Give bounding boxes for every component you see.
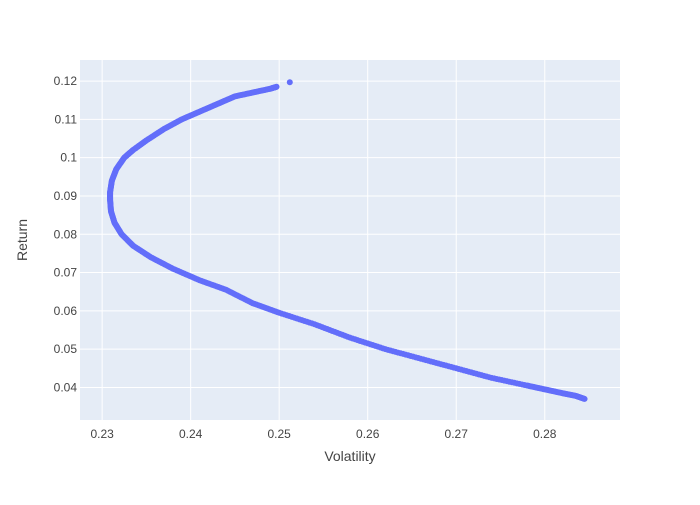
x-tick-label: 0.28 (533, 427, 557, 441)
y-tick-label: 0.04 (54, 380, 78, 394)
y-tick-label: 0.06 (54, 304, 78, 318)
y-axis-label: Return (14, 219, 30, 261)
x-tick-label: 0.24 (179, 427, 203, 441)
x-tick-label: 0.27 (445, 427, 469, 441)
y-tick-label: 0.07 (54, 266, 78, 280)
plot-background (80, 60, 620, 420)
data-points (107, 79, 588, 402)
x-tick-label: 0.23 (90, 427, 114, 441)
y-tick-label: 0.12 (54, 74, 78, 88)
y-tick-label: 0.1 (60, 151, 77, 165)
x-axis-label: Volatility (324, 448, 375, 464)
x-tick-label: 0.26 (356, 427, 380, 441)
grid-layer (80, 60, 620, 420)
y-tick-label: 0.11 (55, 112, 78, 126)
data-point (286, 79, 293, 86)
data-point (581, 395, 588, 402)
y-tick-label: 0.08 (54, 227, 78, 241)
x-tick-label: 0.25 (268, 427, 292, 441)
y-tick-label: 0.09 (54, 189, 78, 203)
tick-labels: 0.23 0.24 0.25 0.26 0.27 0.28 0.04 0.05 0.06 0.07… (54, 74, 557, 441)
y-tick-label: 0.05 (54, 342, 78, 356)
